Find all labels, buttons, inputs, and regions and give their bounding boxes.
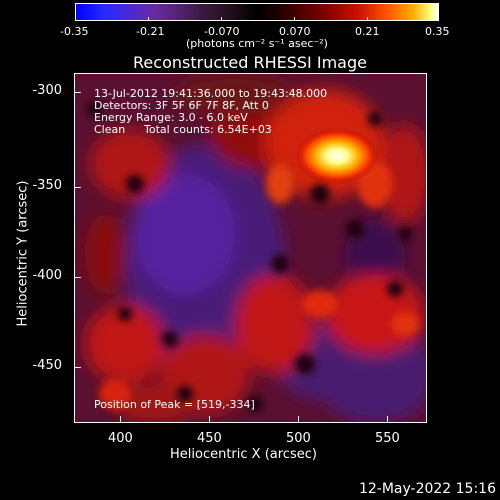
detectors-text: Detectors: 3F 5F 6F 7F 8F, Att 0 [94,99,269,112]
y-tick-label: -400 [32,268,62,283]
colorbar-tick-label: -0.21 [136,25,165,38]
y-axis-label: Heliocentric Y (arcsec) [15,180,31,327]
colorbar-tickmark [148,17,149,21]
y-tickmark [75,367,81,368]
x-tick-label: 550 [375,431,400,446]
colorbar-tickmark [367,17,368,21]
peak-position-text: Position of Peak = [519,-334] [94,398,255,411]
colorbar-tick-label: 0.21 [355,25,380,38]
colorbar [75,3,439,21]
peak-hotspot [295,128,379,184]
x-tickmark [387,416,388,422]
total-counts-text: Total counts: 6.54E+03 [144,123,272,136]
colorbar-tickmark [75,17,76,21]
colorbar-tick-label: 0.070 [279,25,311,38]
x-tick-label: 500 [286,431,311,446]
x-tickmark [209,416,210,422]
y-tick-label: -450 [32,358,62,373]
x-tick-label: 400 [108,431,133,446]
y-tick-label: -300 [32,83,62,98]
timestamp: 12-May-2022 15:16 [358,481,496,497]
algorithm-text: Clean [94,123,126,136]
colorbar-units: (photons cm⁻² s⁻¹ asec⁻²) [186,37,328,50]
x-tick-label: 450 [197,431,222,446]
plot-title: Reconstructed RHESSI Image [133,53,367,72]
y-tickmark [75,187,81,188]
rhessi-image [75,74,426,422]
x-tickmark [298,416,299,422]
y-tickmark [75,277,81,278]
colorbar-tick-label: 0.35 [425,25,450,38]
y-tick-label: -350 [32,178,62,193]
y-tickmark [75,92,81,93]
x-axis-label: Heliocentric X (arcsec) [170,447,317,462]
x-tickmark [120,416,121,422]
colorbar-tickmark [438,17,439,21]
colorbar-tick-label: -0.070 [204,25,240,38]
rhessi-image-plot [74,73,427,423]
colorbar-tick-label: -0.35 [60,25,89,38]
colorbar-tickmark [294,17,295,21]
colorbar-tickmark [221,17,222,21]
energy-range-text: Energy Range: 3.0 - 6.0 keV [94,111,248,124]
time-range-text: 13-Jul-2012 19:41:36.000 to 19:43:48.000 [94,87,328,100]
